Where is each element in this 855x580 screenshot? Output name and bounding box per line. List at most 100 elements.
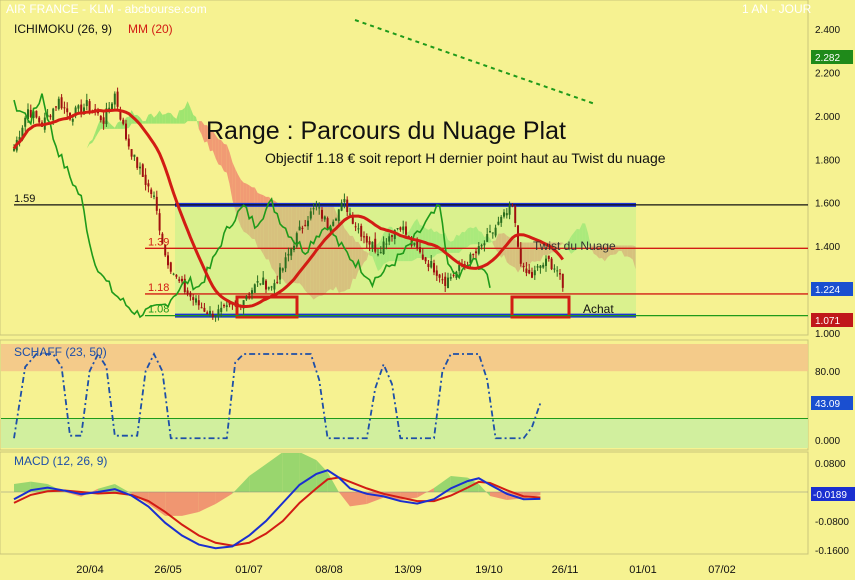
candle-body [514, 206, 517, 224]
candle-body [508, 204, 511, 215]
candle-body [365, 235, 368, 243]
candle-body [489, 231, 491, 233]
candle [391, 234, 393, 242]
candle-body [248, 293, 251, 295]
cloud-segment [467, 227, 471, 247]
candle-body [287, 253, 290, 256]
candle-body [119, 109, 122, 120]
candle-body [323, 216, 326, 220]
candle [119, 106, 122, 121]
candle-body [158, 213, 161, 231]
cloud-segment [585, 223, 588, 246]
cloud-segment [557, 242, 560, 253]
candle-body [318, 207, 321, 209]
macd-histogram-segment [434, 476, 451, 492]
candle [539, 265, 542, 274]
candle [139, 162, 141, 175]
candle [279, 263, 281, 285]
candle [377, 249, 379, 257]
cloud-segment [151, 113, 154, 124]
candle [133, 154, 136, 161]
candle-body [32, 111, 35, 118]
cloud-segment [490, 238, 493, 244]
candle-body [200, 307, 203, 309]
price-panel [0, 0, 809, 336]
candle-body [447, 277, 449, 289]
candle [253, 283, 256, 293]
candle-body [363, 236, 365, 238]
candle-body [405, 226, 407, 235]
entry-box-right [510, 295, 571, 319]
candle-body [480, 244, 483, 247]
cloud-segment [210, 130, 213, 152]
candle [49, 114, 52, 120]
x-tick-label: 01/07 [235, 564, 263, 576]
candle [309, 207, 312, 221]
candle [116, 87, 119, 111]
candle-body [52, 108, 55, 121]
candle [382, 236, 385, 255]
cloud-segment [383, 230, 387, 265]
candle [547, 255, 550, 262]
cloud-segment [568, 236, 572, 254]
candle [192, 294, 195, 306]
candle-body [335, 218, 337, 221]
candle [66, 102, 69, 118]
candle [251, 287, 253, 300]
candle-body [245, 296, 248, 300]
price-tick-label: 1.800 [815, 155, 840, 166]
cloud-segment [291, 205, 294, 284]
candle-body [419, 247, 421, 253]
candle-body [265, 280, 267, 290]
candle-body [217, 309, 220, 316]
candle-body [206, 312, 209, 315]
candle [298, 220, 301, 231]
candle-body [458, 265, 461, 271]
candle [475, 248, 477, 259]
cloud-segment [162, 114, 166, 124]
candle [223, 303, 225, 309]
candle [421, 248, 424, 261]
candle-body [228, 302, 231, 305]
cloud-segment [145, 114, 149, 124]
candle [270, 285, 273, 291]
candle [141, 163, 144, 177]
candle-body [203, 307, 206, 312]
cloud-segment [173, 116, 177, 124]
candle [85, 93, 88, 111]
cloud-segment [266, 196, 269, 260]
candle-body [130, 149, 133, 157]
candle [550, 257, 553, 271]
support-price-badge-bg [811, 313, 853, 327]
candle-body [438, 274, 441, 278]
candle [312, 203, 315, 215]
x-tick-label: 13/09 [394, 564, 422, 576]
macd-label: MACD (12, 26, 9) [14, 454, 107, 468]
candle-body [195, 298, 197, 303]
cloud-segment [249, 185, 252, 239]
candle [150, 187, 153, 199]
level-lines: 1.59 1.39 1.18 1.08 [14, 193, 808, 317]
candle [186, 287, 189, 297]
candle-body [360, 225, 363, 237]
candle [497, 216, 500, 226]
candle [486, 227, 489, 243]
candle [528, 263, 531, 275]
candle-body [80, 104, 83, 113]
cloud-segment [403, 233, 406, 262]
candle-body [111, 103, 113, 110]
candle-body [127, 138, 130, 147]
cloud-segment [588, 233, 591, 247]
last-price-badge: 2.282 [815, 53, 840, 64]
cloud-segment [574, 228, 577, 252]
candle [24, 116, 27, 132]
candle [164, 244, 167, 258]
candle [396, 228, 399, 231]
cloud-segment [238, 174, 241, 227]
cloud-segment [565, 240, 569, 250]
candle [147, 179, 150, 193]
candle-body [354, 226, 357, 228]
annotation-achat: Achat [583, 302, 614, 316]
candle [514, 204, 517, 228]
